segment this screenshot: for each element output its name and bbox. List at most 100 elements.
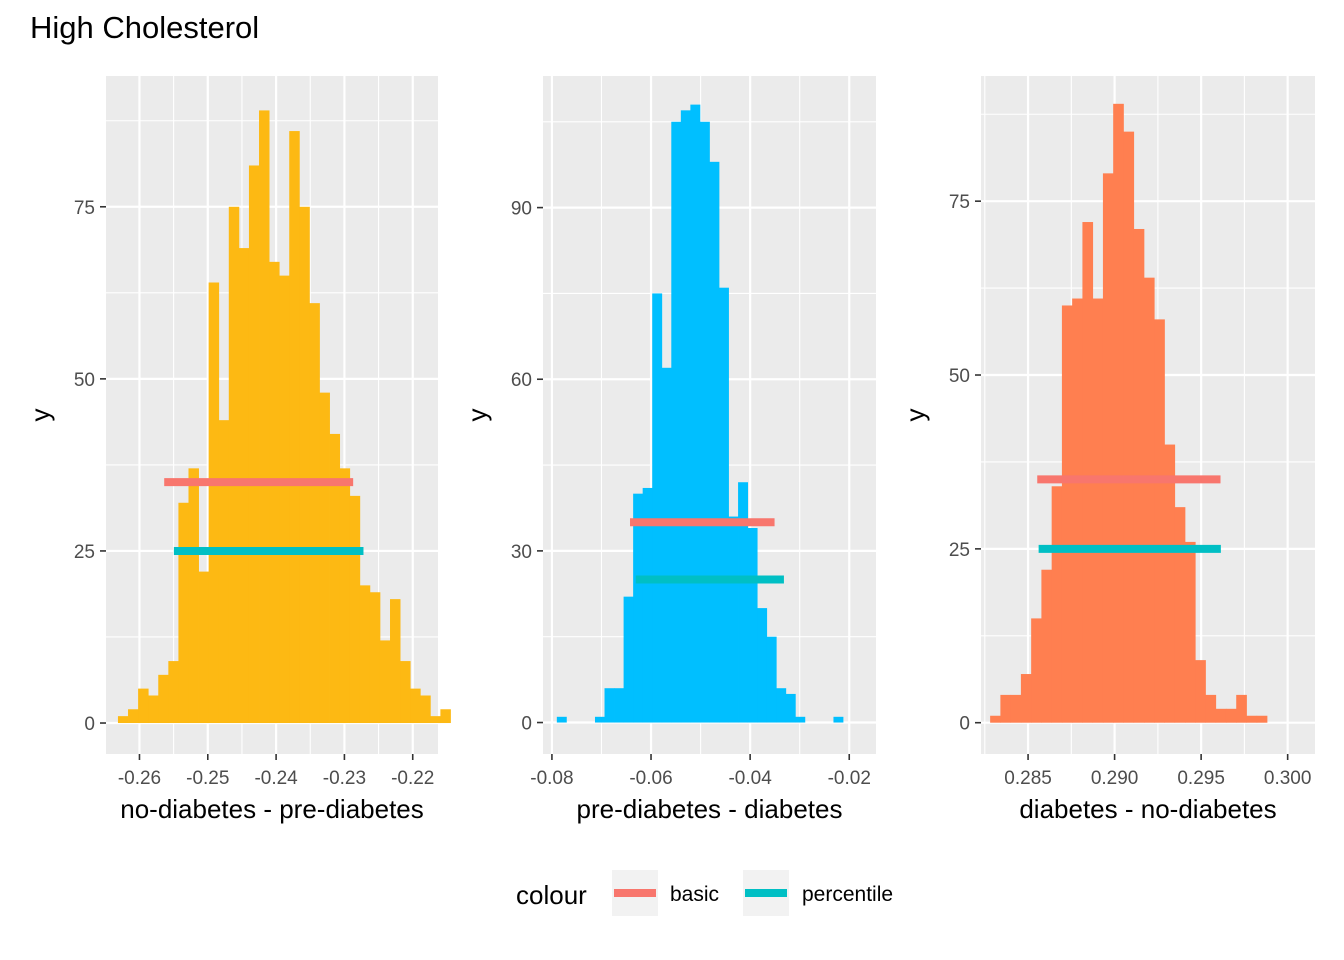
y-tick-label: 25 bbox=[949, 540, 970, 561]
histogram-bar bbox=[614, 688, 624, 723]
x-tick-label: 0.285 bbox=[1004, 768, 1052, 789]
y-tick-label: 0 bbox=[521, 714, 532, 735]
histogram-bar bbox=[208, 282, 220, 724]
x-tick-label: -0.06 bbox=[629, 768, 672, 789]
histogram-bar bbox=[410, 688, 421, 724]
histogram-bar bbox=[369, 592, 381, 724]
histogram-bar bbox=[440, 709, 451, 724]
histogram-bar bbox=[785, 693, 796, 723]
histogram-bar bbox=[158, 674, 169, 724]
histogram-bar bbox=[1061, 305, 1073, 723]
histogram-bar bbox=[178, 502, 189, 724]
x-tick-label: 0.300 bbox=[1264, 768, 1312, 789]
x-tick-label: 0.295 bbox=[1177, 768, 1225, 789]
histogram-bar bbox=[289, 131, 300, 724]
x-tick-label: -0.04 bbox=[728, 768, 772, 789]
histogram-bar bbox=[776, 688, 787, 723]
histogram-bar bbox=[757, 608, 768, 723]
y-axis-title: y bbox=[462, 409, 492, 422]
histogram-bar bbox=[1102, 173, 1114, 723]
histogram-bar bbox=[1164, 444, 1176, 723]
legend-label: percentile bbox=[802, 883, 893, 906]
histogram-bar bbox=[690, 104, 701, 723]
y-tick-label: 25 bbox=[74, 542, 95, 563]
histogram-bar bbox=[633, 493, 644, 723]
x-axis-title: pre-diabetes - diabetes bbox=[577, 794, 843, 824]
histogram-bar bbox=[1113, 103, 1124, 723]
histogram-bar bbox=[279, 275, 290, 724]
histogram-bar bbox=[259, 110, 270, 724]
histogram-bar bbox=[379, 640, 391, 724]
x-tick-label: -0.08 bbox=[530, 768, 573, 789]
histogram-bar bbox=[1000, 694, 1012, 723]
histogram-bar bbox=[1020, 674, 1032, 723]
histogram-bar bbox=[1205, 694, 1217, 723]
histogram-bar bbox=[1195, 660, 1206, 723]
histogram-bar bbox=[1154, 319, 1165, 723]
histogram-panel-1: -0.26 -0.25 -0.24 -0.23 -0.22 0 25 50 75 no-diabe… bbox=[25, 76, 451, 824]
y-tick-label: 0 bbox=[84, 714, 95, 735]
histogram-bar bbox=[1256, 715, 1268, 723]
y-tick-label: 75 bbox=[74, 198, 95, 219]
histogram-bar bbox=[1143, 277, 1155, 723]
histogram-bar bbox=[1041, 569, 1053, 723]
histogram-bar bbox=[709, 161, 720, 723]
histogram-bar bbox=[671, 121, 682, 723]
histogram-bar bbox=[400, 661, 411, 724]
histogram-bar bbox=[1051, 486, 1063, 723]
histogram-bar bbox=[1010, 694, 1022, 723]
y-tick-label: 60 bbox=[511, 370, 532, 391]
y-tick-label: 90 bbox=[511, 199, 532, 220]
histogram-bar bbox=[198, 571, 210, 724]
y-tick-label: 0 bbox=[959, 714, 970, 735]
histogram-bar bbox=[728, 516, 739, 723]
x-tick-label: -0.23 bbox=[323, 768, 366, 789]
histogram-bar bbox=[1031, 618, 1042, 723]
histogram-bar bbox=[390, 599, 401, 724]
histogram-bar bbox=[218, 420, 230, 724]
histogram-bar bbox=[747, 528, 758, 723]
histogram-bar bbox=[1246, 715, 1258, 723]
histogram-bar bbox=[188, 468, 199, 724]
histogram-bar bbox=[248, 165, 260, 724]
histogram-bar bbox=[1092, 298, 1104, 723]
histogram-bar bbox=[309, 303, 320, 724]
histogram-bar bbox=[1184, 541, 1196, 723]
histogram-bar bbox=[699, 121, 710, 723]
histogram-bar bbox=[329, 433, 341, 724]
histogram-bar bbox=[718, 287, 729, 723]
x-tick-label: -0.24 bbox=[254, 768, 298, 789]
histogram-panel-3: 0.285 0.290 0.295 0.300 0 25 50 75 diabetes - no… bbox=[900, 76, 1315, 824]
y-tick-label: 75 bbox=[949, 192, 970, 213]
histogram-bar bbox=[1236, 694, 1247, 723]
histogram-bar bbox=[420, 695, 431, 724]
histogram-bar bbox=[349, 495, 361, 724]
x-axis-title: diabetes - no-diabetes bbox=[1019, 794, 1276, 824]
histogram-bar bbox=[228, 206, 240, 724]
histogram-bar bbox=[738, 482, 749, 723]
histogram-bar bbox=[556, 716, 567, 723]
histogram-bar bbox=[1174, 507, 1186, 723]
histogram-bar bbox=[148, 695, 159, 724]
legend: colour basic percentile bbox=[516, 870, 893, 916]
x-tick-label: 0.290 bbox=[1091, 768, 1139, 789]
histogram-bar bbox=[299, 206, 310, 724]
histogram-panel-2: -0.08 -0.06 -0.04 -0.02 0 30 60 90 pre-diabetes … bbox=[462, 76, 876, 824]
y-tick-label: 30 bbox=[511, 542, 532, 563]
histogram-bar bbox=[1215, 708, 1227, 723]
histogram-bar bbox=[990, 715, 1001, 723]
histogram-bar bbox=[1082, 222, 1094, 723]
histogram-bar bbox=[623, 596, 634, 723]
histogram-bar bbox=[642, 487, 653, 723]
histogram-bar bbox=[604, 688, 615, 723]
histogram-bar bbox=[430, 716, 441, 724]
histogram-bar bbox=[1072, 298, 1083, 723]
histogram-bar bbox=[269, 261, 280, 724]
legend-title: colour bbox=[516, 880, 587, 910]
histogram-bar bbox=[168, 661, 179, 724]
x-tick-label: -0.22 bbox=[391, 768, 434, 789]
histogram-bar bbox=[680, 110, 691, 723]
histogram-bar bbox=[128, 709, 139, 724]
histogram-bar bbox=[594, 716, 605, 723]
y-tick-label: 50 bbox=[74, 370, 95, 391]
